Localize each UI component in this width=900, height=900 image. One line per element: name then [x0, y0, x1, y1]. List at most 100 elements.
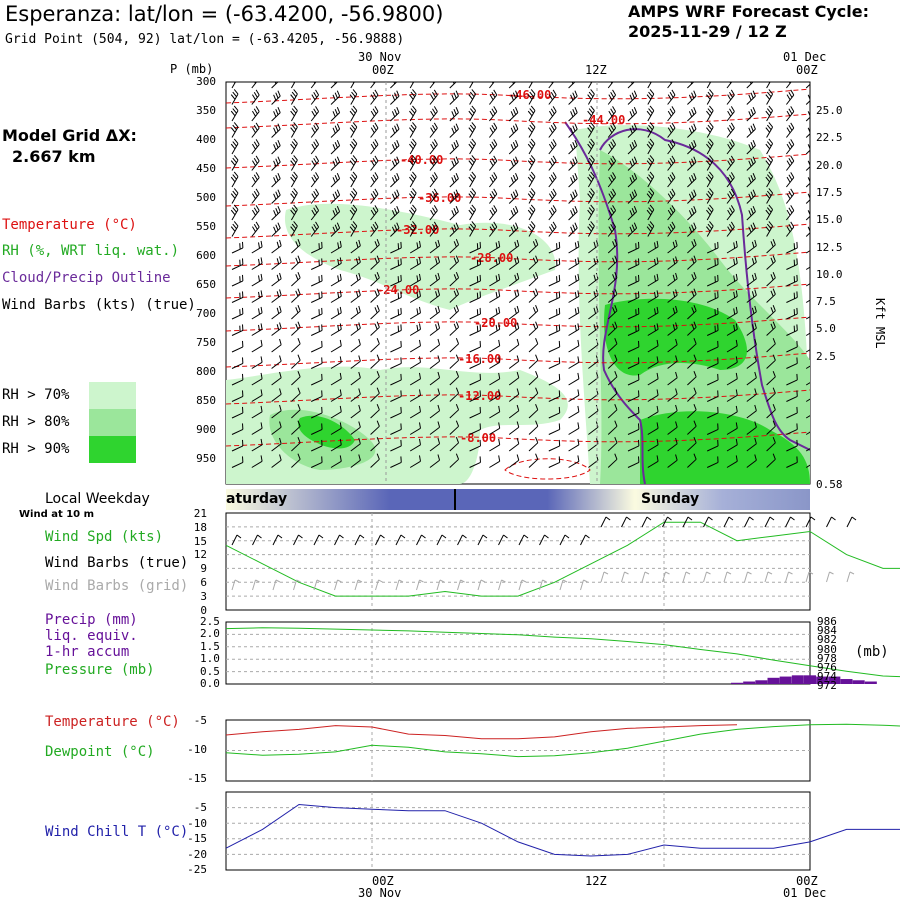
wind-barb-upper [528, 354, 539, 369]
wind-barb-upper [290, 204, 298, 221]
precip-tick-0: 2.5 [200, 615, 220, 628]
wind-barb-upper [310, 205, 320, 221]
wind-barb-upper [786, 221, 795, 237]
wind-barb-upper [627, 406, 640, 419]
wind-barb-upper [786, 188, 795, 204]
barb-grid [641, 571, 650, 583]
barb-grid [580, 579, 588, 591]
wind-barb-upper [786, 172, 795, 188]
wind-barb-upper [746, 338, 757, 353]
wind-barb-upper [647, 82, 652, 89]
wind-barb-upper [310, 172, 320, 188]
precip-tick-2: 1.5 [200, 639, 220, 653]
wind-barb-upper [607, 288, 618, 303]
wind-barb-upper [469, 390, 481, 402]
rh70-swatch [89, 382, 136, 409]
wind-barb-upper [370, 89, 379, 105]
barb-true [580, 534, 590, 546]
wind-barb-upper [726, 257, 738, 270]
barb-grid [621, 571, 629, 583]
wind-barb-upper [726, 139, 735, 155]
wind-barb-upper [310, 82, 317, 89]
wind-barb-upper [349, 89, 358, 105]
wind-barb-upper [468, 155, 477, 171]
wind-barb-upper [528, 321, 539, 336]
wind-barb-upper [726, 82, 733, 89]
wind-barb-upper [271, 205, 281, 221]
wind-barb-upper [230, 221, 239, 237]
wind-barb-upper [508, 123, 519, 138]
wind-barb-upper [627, 423, 640, 435]
wind-barb-upper [271, 272, 282, 287]
wind-barb-upper [449, 387, 460, 402]
wind-barb-upper [291, 371, 301, 386]
wind-barb-upper [568, 189, 578, 204]
wind-barb-upper [409, 204, 417, 221]
wind-barb-upper [468, 105, 477, 122]
wind-barb-upper [429, 172, 438, 188]
wind-barb-upper [409, 455, 421, 468]
temp-panel-frame [225, 719, 811, 782]
wind-barb-upper [805, 448, 810, 452]
wind-barb-upper [489, 240, 501, 254]
wind-barb-upper [390, 156, 400, 171]
wind-barb-upper [271, 156, 281, 171]
temp-contour-10 [226, 431, 810, 447]
wind-barb-upper [587, 138, 595, 155]
wind-barb-upper [449, 437, 460, 452]
pressure-level-900: 900 [196, 423, 216, 436]
temp-contour-label-6: -24.00 [376, 283, 419, 297]
wind-barb-upper [766, 387, 776, 402]
wind-barb-upper [489, 82, 495, 89]
wind-barb-upper [409, 257, 421, 270]
barb-grid [334, 579, 342, 591]
wind-barb-upper [726, 455, 738, 468]
wind-barb-upper [489, 188, 498, 204]
wind-barb-upper [548, 291, 561, 303]
wind-barb-upper [508, 106, 519, 122]
wind-barb-upper [568, 156, 578, 171]
wind-barb-upper [409, 306, 421, 320]
wind-barb-upper [786, 390, 798, 402]
wind-barb-upper [489, 323, 501, 336]
wind-barb-upper [646, 138, 655, 155]
height-level-9: 2.5 [816, 349, 836, 363]
wind-barb-upper [726, 438, 738, 452]
wind-barb-upper [349, 221, 358, 237]
wind-barb-upper [330, 405, 342, 419]
wind-barb-upper [765, 122, 774, 138]
wind-barb-upper [429, 82, 436, 89]
wind-barb-upper [508, 205, 519, 221]
wind-barb-upper [706, 89, 714, 105]
wind-barb-upper [330, 106, 341, 122]
wind-barb-upper [291, 387, 301, 402]
wind-barb-upper [508, 90, 519, 105]
barb-grid [252, 579, 260, 591]
barb-grid [231, 579, 240, 591]
wind-barb-upper [390, 373, 402, 386]
wind-barb-upper [627, 82, 635, 89]
wind-barb-upper [746, 305, 757, 320]
wind-barb-upper [370, 239, 380, 254]
wind-barb-upper [568, 240, 580, 254]
wind-barb-upper [607, 255, 618, 270]
rh70-label: RH > 70% [2, 387, 70, 403]
wind-barb-upper [251, 455, 263, 468]
wind-barb-upper [786, 274, 798, 287]
wind-barb-upper [687, 172, 697, 188]
wind-barb-upper [251, 339, 263, 353]
wind-barb-upper [646, 122, 655, 138]
wind-barb-upper [687, 82, 695, 89]
wind-barb-upper [291, 420, 301, 435]
wind-barb-upper [786, 439, 798, 452]
precip-bars [731, 675, 877, 684]
wind-barb-upper [667, 89, 676, 105]
wind-barb-upper [489, 139, 498, 155]
wind-barb-upper [390, 90, 400, 105]
wind-barb-upper [527, 89, 536, 105]
wind-barb-upper [310, 307, 323, 320]
temperature-contour-labels: -46.00-44.00-40.00-36.00-32.00-28.00-24.… [376, 88, 625, 445]
wind-barb-upper [271, 355, 282, 369]
wind-barb-upper [587, 105, 595, 122]
wind-barb-upper [646, 171, 655, 188]
